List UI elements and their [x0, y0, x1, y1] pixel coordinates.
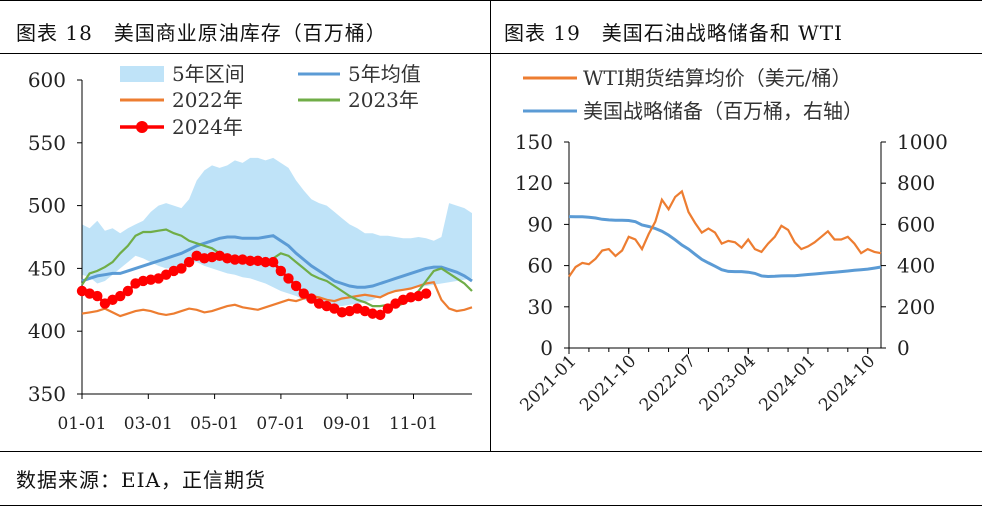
- marker-2024: [375, 309, 386, 321]
- chart-spr-wti: 0306090120150020040060080010002021-01202…: [515, 66, 948, 415]
- left-tick-label: 150: [515, 130, 553, 154]
- bottom-rule: [0, 505, 982, 506]
- x-tick-label: 2024-10: [815, 351, 879, 415]
- marker-2024: [183, 256, 195, 268]
- marker-2024: [405, 292, 417, 303]
- right-tick-label: 200: [897, 295, 935, 319]
- x-tick-label: 2024-01: [755, 351, 819, 415]
- marker-2024: [222, 253, 233, 264]
- y-tick-label: 500: [28, 194, 66, 218]
- y-tick-label: 350: [28, 382, 66, 406]
- legend-label-average: 5年均值: [348, 62, 421, 86]
- legend-marker-2024: [136, 121, 148, 133]
- left-tick-label: 60: [528, 254, 553, 278]
- five-year-average-line: [81, 234, 473, 289]
- legend-label-2023: 2023年: [348, 88, 419, 112]
- source-note: 数据来源：EIA，正信期货: [16, 468, 266, 492]
- marker-2024: [283, 273, 294, 284]
- right-tick-label: 800: [897, 171, 935, 195]
- line-2022: [81, 280, 473, 318]
- panel-divider: [490, 0, 491, 451]
- marker-2024: [176, 263, 187, 274]
- marker-2024: [122, 285, 134, 297]
- marker-2024: [237, 254, 248, 265]
- left-tick-label: 30: [528, 295, 553, 319]
- marker-2024: [245, 255, 256, 267]
- marker-2024: [306, 293, 317, 304]
- marker-2024: [382, 303, 394, 314]
- five-year-range-band: [82, 157, 472, 307]
- right-tick-label: 1000: [897, 130, 948, 154]
- y-tick-label: 600: [28, 68, 66, 92]
- left-tick-label: 0: [540, 336, 553, 360]
- left-tick-label: 90: [528, 212, 553, 236]
- y-tick-label: 450: [28, 256, 66, 280]
- marker-2024: [145, 274, 157, 285]
- wti-line: [568, 189, 882, 278]
- x-tick-label: 2022-07: [636, 351, 700, 415]
- x-tick-label: 07-01: [256, 414, 305, 434]
- marker-2024: [206, 251, 218, 263]
- marker-2024: [267, 256, 279, 268]
- marker-2024: [298, 288, 309, 299]
- spr-line: [568, 215, 882, 279]
- x-tick-label: 03-01: [124, 414, 173, 434]
- x-tick-label: 2021-01: [516, 351, 580, 415]
- x-tick-label: 09-01: [323, 414, 372, 434]
- y-tick-label: 550: [28, 131, 66, 155]
- right-tick-label: 0: [897, 336, 910, 360]
- legend-label-wti: WTI期货结算均价（美元/桶）: [583, 66, 852, 90]
- panel-left-title: 图表 18 美国商业原油库存（百万桶）: [16, 21, 387, 45]
- right-tick-label: 600: [897, 212, 935, 236]
- legend-swatch-range: [120, 66, 164, 82]
- marker-2024: [252, 255, 264, 267]
- x-tick-label: 01-01: [57, 414, 106, 434]
- right-tick-label: 400: [897, 254, 935, 278]
- marker-2024: [367, 308, 378, 319]
- marker-2024: [290, 280, 302, 292]
- legend-label-range: 5年区间: [172, 62, 245, 86]
- x-tick-label: 2023-04: [696, 351, 760, 415]
- marker-2024: [92, 290, 103, 302]
- marker-2024: [275, 265, 287, 277]
- marker-2024: [260, 256, 271, 268]
- x-tick-label: 05-01: [190, 414, 239, 434]
- marker-2024: [115, 290, 126, 302]
- panel-right-title: 图表 19 美国石油战略储备和 WTI: [504, 21, 843, 45]
- legend-label-spr: 美国战略储备（百万桶，右轴）: [583, 99, 863, 123]
- marker-2024: [420, 288, 432, 299]
- left-tick-label: 120: [515, 171, 553, 195]
- y-tick-label: 400: [28, 319, 66, 343]
- header-rule: [0, 53, 982, 54]
- marker-2024: [199, 253, 210, 264]
- x-tick-label: 11-01: [389, 414, 438, 434]
- legend-label-2022: 2022年: [172, 88, 243, 112]
- marker-2024: [336, 307, 348, 318]
- marker-2024: [137, 275, 149, 287]
- x-tick-label: 2021-10: [576, 351, 640, 415]
- source-rule: [0, 451, 982, 452]
- top-rule: [0, 0, 982, 1]
- marker-2024: [229, 254, 241, 265]
- chart-crude-inventory: 350 400 450 500 550 600 01-01 03-01 05-01 07-01 09…: [28, 62, 473, 434]
- legend-label-2024: 2024年: [172, 115, 243, 139]
